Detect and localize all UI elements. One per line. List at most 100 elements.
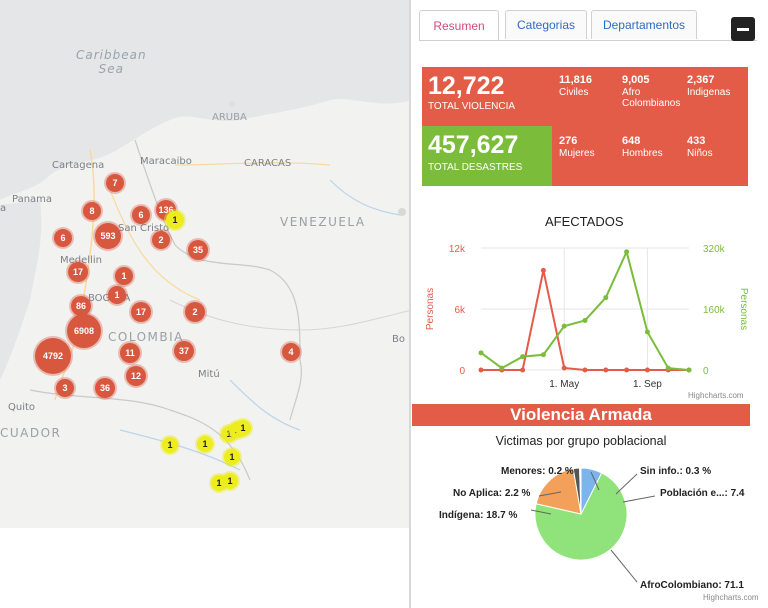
map-cluster-marker[interactable]: 37	[174, 341, 194, 361]
line-chart-title: AFECTADOS	[545, 214, 624, 229]
series-point	[540, 267, 546, 273]
series-point	[561, 365, 567, 371]
map-cluster-marker[interactable]: 2	[185, 302, 205, 322]
pie-connector	[538, 491, 562, 497]
pie-slice	[535, 468, 582, 515]
tab-divider	[419, 40, 757, 41]
total-violencia-value: 12,722	[428, 72, 505, 100]
map-cluster-marker[interactable]: 4792	[35, 338, 71, 374]
pie-connector	[610, 549, 638, 583]
series-point	[520, 354, 526, 360]
indigenas-label: Indigenas	[687, 87, 731, 98]
san-cristobal-label: San Cristo	[118, 223, 170, 234]
map-yellow-marker[interactable]: 1	[235, 420, 251, 436]
hombres-label: Hombres	[622, 148, 663, 159]
pie-connector	[590, 471, 600, 491]
map-yellow-marker[interactable]: 1	[166, 211, 184, 229]
map-cluster-marker[interactable]: 3	[56, 379, 74, 397]
pie-connector	[615, 473, 638, 495]
series-line-desastres	[480, 248, 690, 371]
map-footer-area	[0, 528, 412, 608]
tab-categorias[interactable]: Categorias	[505, 10, 587, 39]
caribbean-sea-label: Caribbean Sea	[76, 48, 147, 76]
map-cluster-marker[interactable]: 2	[152, 231, 170, 249]
minimize-button[interactable]	[731, 17, 755, 41]
victimas-pie-chart[interactable]	[411, 450, 751, 600]
tab-resumen[interactable]: Resumen	[419, 10, 499, 41]
pie-label-menores: Menores: 0.2 %	[501, 466, 574, 477]
map-cluster-marker[interactable]: 12	[126, 366, 146, 386]
series-point	[644, 329, 650, 335]
right-tick-label: 320k	[703, 244, 726, 255]
series-point	[644, 367, 650, 373]
maracaibo-label: Maracaibo	[140, 156, 192, 167]
map-yellow-marker[interactable]: 1	[224, 449, 240, 465]
series-point	[499, 365, 505, 371]
map-cluster-marker[interactable]: 86	[71, 296, 91, 316]
summary-panel: Resumen Categorias Departamentos 12,722 …	[409, 0, 768, 608]
civiles-value: 11,816	[559, 74, 593, 86]
left-tick-label: 12k	[449, 244, 466, 255]
map-yellow-marker[interactable]: 1	[222, 473, 238, 489]
aruba-label: ARUBA	[212, 112, 247, 123]
left-tick-label: 6k	[454, 305, 466, 316]
total-desastres-value: 457,627	[428, 131, 519, 159]
minus-icon	[737, 27, 749, 31]
indigenas-value: 2,367	[687, 74, 715, 86]
map-cluster-marker[interactable]: 6	[54, 229, 72, 247]
left-axis-title: Personas	[425, 288, 436, 330]
x-tick-label: 1. May	[549, 379, 579, 390]
pie-label-no-aplica: No Aplica: 2.2 %	[453, 488, 531, 499]
population-stats-box: 11,816 Civiles 9,005 Afro Colombianos 2,…	[552, 67, 748, 186]
map-cluster-marker[interactable]: 17	[68, 262, 88, 282]
total-violencia-box: 12,722 TOTAL VIOLENCIA	[422, 67, 552, 126]
map-cluster-marker[interactable]: 11	[120, 343, 140, 363]
tab-departamentos[interactable]: Departamentos	[591, 10, 697, 39]
hombres-value: 648	[622, 135, 641, 147]
map-yellow-marker[interactable]: 1	[162, 437, 178, 453]
map-view[interactable]: Caribbean Sea ARUBA Cartagena Maracaibo …	[0, 0, 412, 528]
venezuela-label: VENEZUELA	[280, 215, 366, 229]
map-yellow-marker[interactable]: 1	[197, 436, 213, 452]
map-edge-label-bo: Bo	[392, 334, 405, 345]
series-point	[478, 367, 484, 373]
map-cluster-marker[interactable]: 4	[282, 343, 300, 361]
mujeres-label: Mujeres	[559, 148, 595, 159]
series-point	[582, 317, 588, 323]
cartagena-label: Cartagena	[52, 160, 105, 171]
map-cluster-marker[interactable]: 1	[115, 267, 133, 285]
pie-slice	[534, 472, 628, 561]
total-desastres-label: TOTAL DESASTRES	[428, 162, 523, 173]
right-axis-title: Personas	[738, 288, 749, 330]
left-tick-label: 0	[459, 366, 465, 377]
afectados-line-chart[interactable]: 1. May 1. Sep 12k 6k 0 320k 160k 0 Personas Perso…	[411, 232, 751, 402]
pie-connector	[530, 509, 552, 515]
series-point	[478, 350, 484, 356]
series-point	[582, 367, 588, 373]
highcharts-credit-pie[interactable]: Highcharts.com	[703, 593, 759, 602]
map-cluster-marker[interactable]: 17	[131, 302, 151, 322]
map-cluster-marker[interactable]: 6908	[67, 314, 101, 348]
right-tick-label: 160k	[703, 305, 726, 316]
map-cluster-marker[interactable]: 36	[95, 378, 115, 398]
map-cluster-marker[interactable]: 35	[188, 240, 208, 260]
mitu-label: Mitú	[198, 369, 220, 380]
medellin-label: Medellin	[60, 255, 102, 266]
series-point	[520, 367, 526, 373]
map-cluster-marker[interactable]: 7	[106, 174, 124, 192]
pie-label-poblacion: Población e...: 7.4	[660, 488, 745, 499]
caracas-label: CARACAS	[244, 158, 292, 169]
pie-label-indigena: Indígena: 18.7 %	[439, 510, 518, 521]
map-cluster-marker[interactable]: 6	[132, 206, 150, 224]
highcharts-credit[interactable]: Highcharts.com	[688, 391, 744, 400]
tab-bar: Resumen Categorias Departamentos	[419, 10, 719, 41]
pie-connector	[622, 495, 656, 503]
map-cluster-marker[interactable]: 593	[95, 223, 121, 249]
series-point	[603, 367, 609, 373]
series-point	[665, 365, 671, 371]
map-cluster-marker[interactable]: 1	[108, 286, 126, 304]
map-cluster-marker[interactable]: 8	[83, 202, 101, 220]
ninos-value: 433	[687, 135, 706, 147]
afro-value: 9,005	[622, 74, 650, 86]
total-violencia-label: TOTAL VIOLENCIA	[428, 101, 516, 112]
